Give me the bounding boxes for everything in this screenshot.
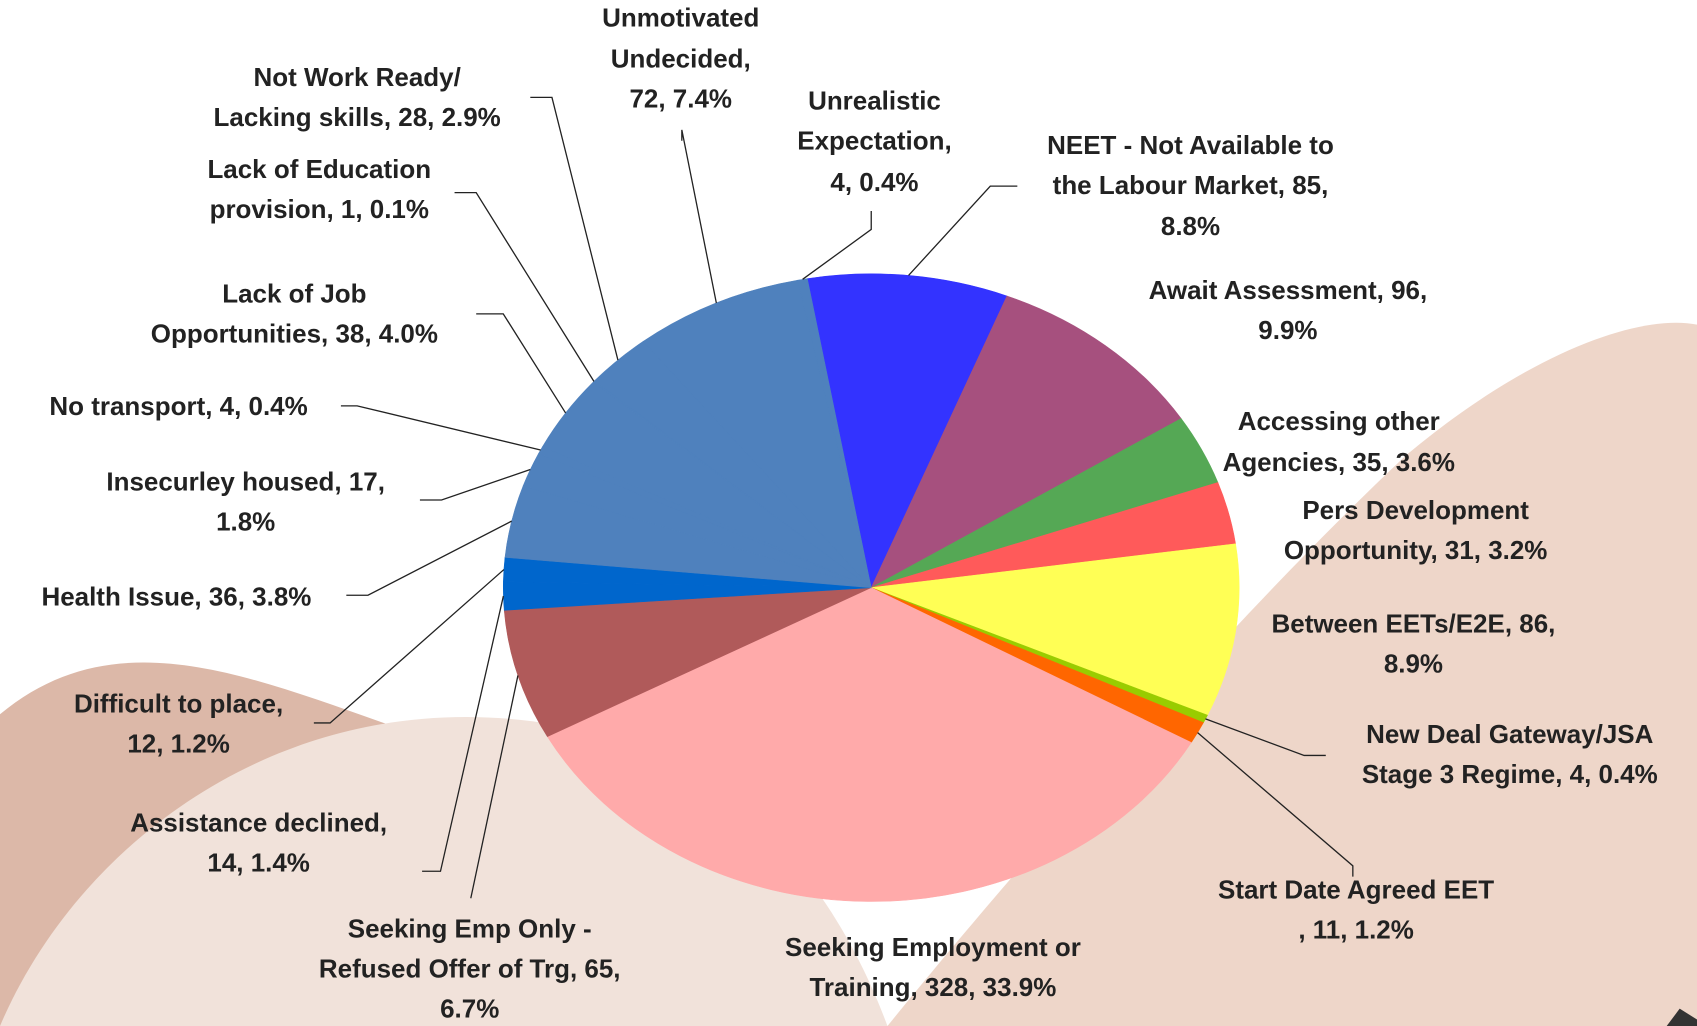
- data-label: Between EETs/E2E, 86,: [1272, 608, 1556, 638]
- data-label: Not Work Ready/: [253, 62, 460, 92]
- leader-line: [802, 211, 872, 280]
- data-label: the Labour Market, 85,: [1053, 170, 1329, 200]
- leader-line: [681, 129, 717, 304]
- data-labels: NEET - Not Available to the Labour Market…: [41, 2, 1657, 1023]
- data-label: Start Date Agreed EET: [1218, 875, 1494, 905]
- data-label: Health Issue, 36, 3.8%: [41, 581, 311, 611]
- data-label: Opportunities, 38, 4.0%: [151, 318, 438, 348]
- pie-slice: [642, 279, 872, 589]
- data-label: Assistance declined,: [130, 808, 387, 838]
- data-label: , 11, 1.2%: [1298, 915, 1414, 945]
- data-label: Refused Offer of Trg, 65,: [319, 954, 621, 984]
- data-label: Opportunity, 31, 3.2%: [1284, 535, 1548, 565]
- data-label: Training, 328, 33.9%: [810, 972, 1057, 1002]
- data-label: Pers Development: [1302, 495, 1529, 525]
- data-label: Expectation,: [797, 126, 951, 156]
- leader-line: [1205, 718, 1326, 757]
- leader-line: [908, 185, 1018, 276]
- leader-line: [1197, 732, 1354, 877]
- leader-line: [454, 191, 595, 382]
- data-label: 9.9%: [1258, 315, 1317, 345]
- leader-lines: [313, 96, 1354, 899]
- data-label: Unmotivated: [602, 2, 759, 32]
- data-label: Seeking Emp Only -: [348, 914, 592, 944]
- data-label: 6.7%: [440, 994, 499, 1024]
- data-label: 72, 7.4%: [629, 84, 732, 114]
- data-label: Lack of Job: [222, 278, 366, 308]
- background-wave: [887, 322, 1697, 1026]
- data-label: 12, 1.2%: [127, 729, 230, 759]
- data-label: NEET - Not Available to: [1047, 130, 1334, 160]
- pie-slice: [871, 543, 1240, 716]
- leader-line: [313, 569, 505, 724]
- data-label: No transport, 4, 0.4%: [49, 391, 307, 421]
- leader-line: [346, 520, 512, 596]
- data-label: 8.8%: [1161, 211, 1220, 241]
- leader-line: [419, 468, 531, 501]
- data-label: Undecided,: [611, 43, 751, 73]
- pie-slice: [807, 273, 1008, 589]
- data-label: Difficult to place,: [74, 689, 283, 719]
- pie-slice: [546, 587, 1192, 902]
- pie-slice: [870, 295, 1182, 589]
- data-label: 8.9%: [1384, 648, 1443, 678]
- data-label: provision, 1, 0.1%: [210, 194, 429, 224]
- data-label: Await Assessment, 96,: [1149, 275, 1428, 305]
- leader-line: [422, 595, 505, 872]
- data-label: New Deal Gateway/JSA: [1366, 719, 1653, 749]
- leader-line: [340, 405, 541, 451]
- leader-line: [470, 675, 519, 899]
- corner-icon: [1666, 1008, 1697, 1026]
- data-label: Lack of Education: [207, 154, 431, 184]
- data-label: Unrealistic: [808, 86, 941, 116]
- data-label: 1.8%: [216, 507, 275, 537]
- data-label: Lacking skills, 28, 2.9%: [214, 102, 501, 132]
- pie: [502, 273, 1240, 902]
- data-label: Seeking Employment or: [785, 932, 1081, 962]
- data-label: Accessing other: [1238, 406, 1440, 436]
- data-label: Agencies, 35, 3.6%: [1223, 447, 1455, 477]
- data-label: 14, 1.4%: [207, 848, 310, 878]
- leader-line: [476, 313, 567, 414]
- data-label: Insecurley housed, 17,: [106, 467, 385, 497]
- leader-line: [530, 96, 619, 361]
- data-label: 4, 0.4%: [830, 167, 918, 197]
- data-label: Stage 3 Regime, 4, 0.4%: [1362, 759, 1658, 789]
